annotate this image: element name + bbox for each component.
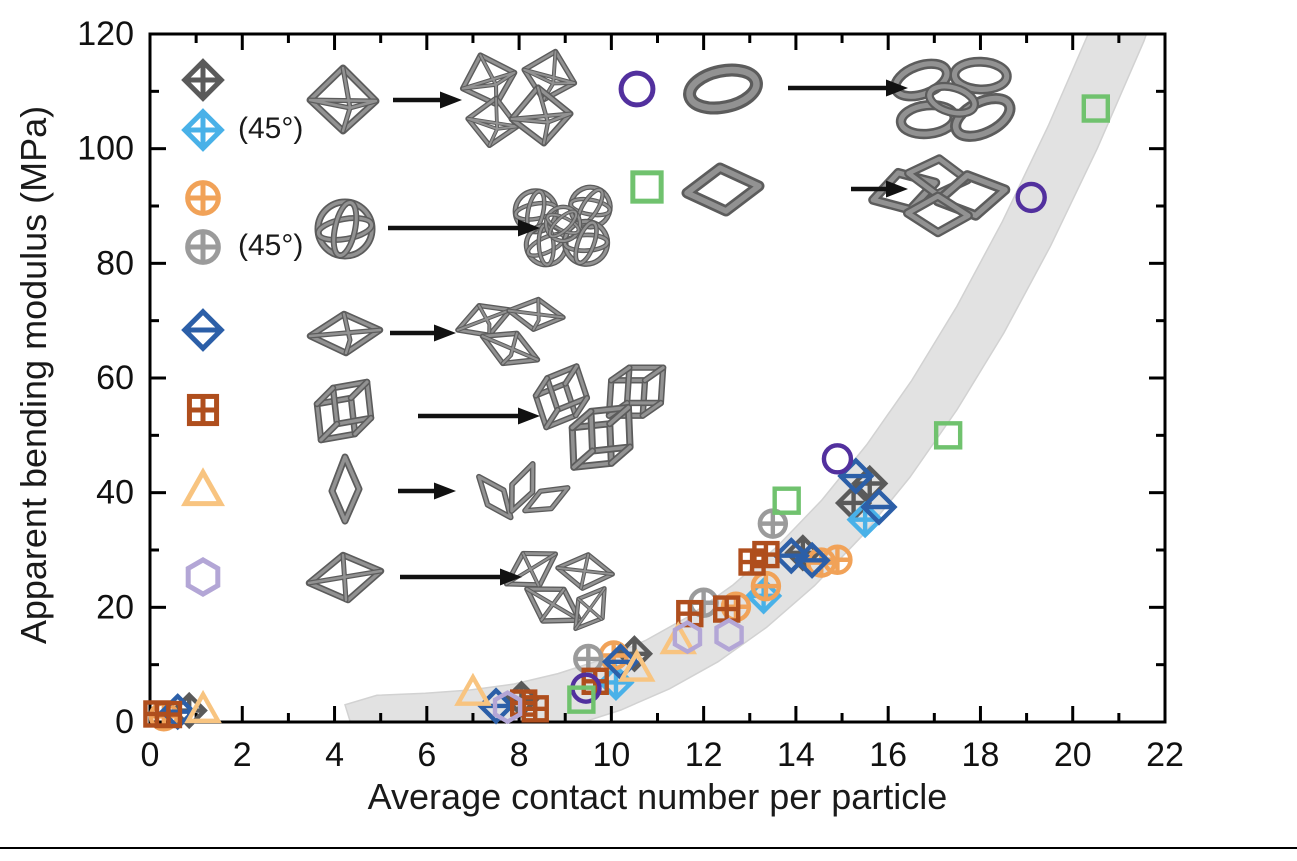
y-tick-label: 20 [96,588,134,626]
point-torus [1015,181,1047,214]
legend-marker-wireframe-sphere [185,180,221,216]
y-tick-label: 60 [96,359,134,397]
legend-markers [181,58,664,597]
x-tick-label: 4 [325,736,344,774]
trend-band [344,35,1147,721]
legend-note-45-octahedron: (45°) [238,112,304,145]
x-tick-labels: 0 2 4 6 8 10 12 14 16 18 20 22 [141,736,1184,774]
point-cube [738,548,766,576]
point-cube [154,700,183,729]
rhombi-cluster [476,461,571,521]
cube-wireframe [313,378,375,444]
point-flat-octahedron [672,620,703,655]
point-sphere-45deg [757,508,789,539]
point-thin-rhombus [184,689,222,724]
point-flat-octahedron [714,617,744,652]
point-square-ring [772,486,801,515]
y-tick-label: 120 [77,15,134,53]
bipyramids-cluster [455,296,566,367]
arrow-icon [418,407,540,425]
cubes-cluster [532,363,667,471]
legend-marker-square-ring [630,170,664,204]
point-cube [521,695,549,723]
point-sphere [750,570,782,602]
legend-arrows [388,79,908,586]
axes [148,32,1167,724]
x-tick-label: 2 [233,736,252,774]
octahedra-cluster [459,48,578,149]
legend-marker-torus [618,70,656,108]
flat-octahedra-cluster [503,550,615,632]
x-tick-label: 6 [417,736,436,774]
y-tick-label: 40 [96,474,134,512]
x-tick-label: 12 [685,736,723,774]
legend-marker-octahedron [181,58,225,102]
arrow-icon [788,79,908,97]
legend-marker-octahedron-rotated-45-deg [181,108,225,152]
tori-cluster [890,56,1016,142]
octahedron-wireframe [306,64,380,135]
y-tick-labels: 0 20 40 60 80 100 120 [77,15,134,741]
x-axis-title: Average contact number per particle [367,776,948,817]
point-torus [821,443,854,475]
point-thin-rhombus [659,621,698,655]
legend-marker-wireframe-sphere-rotated-45-deg [185,229,221,265]
point-sphere [806,547,837,578]
y-tick-label: 0 [115,703,134,741]
point-cube [713,595,741,623]
legend-marker-thin-rhombus [181,467,225,507]
point-square-ring [567,685,596,714]
x-tick-label: 22 [1146,736,1184,774]
arrow-icon [851,180,908,198]
point-square-ring [933,421,963,450]
arrow-icon [400,568,522,586]
x-tick-label: 8 [510,736,529,774]
x-tick-label: 0 [141,736,160,774]
spheres-cluster [512,184,613,268]
legend-note-45-sphere: (45°) [238,229,304,262]
thin-rhombus-wireframe [328,453,363,525]
square-rings-cluster [868,154,1011,238]
legend-marker-flat-octahedron [185,557,221,597]
x-tick-label: 10 [592,736,630,774]
bipyramid-wireframe [306,310,384,357]
x-tick-label: 18 [962,736,1000,774]
point-triangular-bipyramid [793,541,831,579]
bottom-rule [0,847,1297,849]
y-axis-title: Apparent bending modulus (MPa) [13,105,54,645]
point-square-ring [1081,94,1110,123]
point-triangular-bipyramid [860,488,898,526]
data-points [143,94,1110,732]
legend-marker-cube-frame [186,393,220,427]
point-thin-rhombus [454,672,492,706]
y-tick-label: 80 [96,244,134,282]
x-tick-label: 20 [1054,736,1092,774]
x-tick-label: 16 [869,736,907,774]
legend-marker-triangular-bipyramid [181,308,225,352]
square-ring-wireframe [681,162,765,217]
legend-illustrations [305,48,1016,632]
arrow-icon [398,482,456,500]
arrow-icon [390,324,456,342]
sphere-wireframe [314,198,376,260]
x-tick-label: 14 [777,736,815,774]
arrow-icon [393,91,462,109]
flat-octahedron-wireframe [305,551,385,604]
point-cube [752,540,780,569]
arrow-icon [388,219,540,237]
torus-wireframe [683,63,763,115]
y-tick-label: 100 [77,130,134,168]
point-flat-octahedron [492,690,523,725]
point-thin-rhombus [617,648,656,682]
